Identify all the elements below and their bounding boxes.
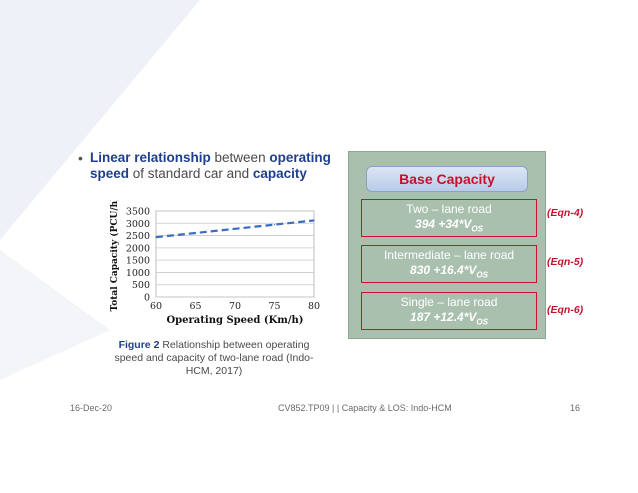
eqn-6-label: (Eqn-6) bbox=[547, 304, 584, 316]
intermediate-lane-box: Intermediate – lane road 830 +16.4*VOS bbox=[361, 245, 537, 283]
eqn-5-label: (Eqn-5) bbox=[547, 256, 584, 268]
bullet-text: • Linear relationship between operating … bbox=[78, 150, 338, 182]
single-lane-label: Single – lane road bbox=[400, 295, 498, 309]
x-tick-label: 60 bbox=[150, 301, 162, 312]
bullet-emph-3: capacity bbox=[252, 166, 307, 181]
two-lane-box: Two – lane road 394 +34*VOS bbox=[361, 199, 537, 237]
y-tick-label: 500 bbox=[132, 280, 150, 291]
y-tick-label: 3000 bbox=[126, 219, 150, 230]
bullet-dot-icon: • bbox=[78, 150, 83, 166]
capacity-data-point bbox=[155, 236, 157, 238]
figure-caption-text: Relationship between operating speed and… bbox=[114, 339, 314, 377]
capacity-data-point bbox=[194, 232, 197, 234]
capacity-data-point bbox=[313, 219, 315, 222]
bullet-text-4: of standard car and bbox=[129, 166, 253, 181]
bullet-text-2: between bbox=[210, 150, 270, 165]
single-lane-box: Single – lane road 187 +12.4*VOS bbox=[361, 292, 537, 330]
plot-area bbox=[155, 210, 315, 298]
two-lane-formula: 394 +34*VOS bbox=[415, 217, 483, 234]
figure-caption: Figure 2 Relationship between operating … bbox=[104, 339, 324, 378]
y-tick-label: 2000 bbox=[126, 243, 150, 254]
single-lane-formula: 187 +12.4*VOS bbox=[410, 310, 488, 327]
y-axis-label: Total Capacity (PCU/h) bbox=[109, 200, 120, 311]
y-tick-label: 3500 bbox=[126, 207, 150, 218]
y-tick-label: 2500 bbox=[126, 231, 150, 242]
x-axis-label: Operating Speed (Km/h) bbox=[166, 315, 303, 326]
capacity-data-point bbox=[234, 228, 236, 230]
footer-date: 16-Dec-20 bbox=[70, 403, 113, 413]
x-tick-label: 80 bbox=[308, 301, 320, 312]
x-tick-label: 65 bbox=[189, 301, 201, 312]
intermediate-lane-label: Intermediate – lane road bbox=[383, 248, 515, 262]
base-capacity-title: Base Capacity bbox=[366, 166, 528, 192]
footer-page-number: 16 bbox=[570, 403, 581, 413]
bullet-emph-2: operating speed bbox=[90, 150, 331, 181]
y-tick-label: 1500 bbox=[126, 256, 150, 267]
figure-label: Figure 2 bbox=[118, 339, 160, 351]
x-tick-label: 70 bbox=[229, 301, 241, 312]
footer-title: CV852.TP09 | | Capacity & LOS: Indo-HCM bbox=[278, 403, 452, 413]
bullet-emph-1: Linear relationship bbox=[90, 150, 211, 165]
x-tick-label: 75 bbox=[268, 301, 280, 312]
intermediate-lane-formula: 830 +16.4*VOS bbox=[410, 263, 488, 280]
two-lane-label: Two – lane road bbox=[406, 202, 492, 216]
capacity-data-point bbox=[273, 224, 276, 226]
y-tick-label: 0 bbox=[144, 293, 150, 304]
y-tick-label: 1000 bbox=[126, 268, 150, 279]
eqn-4-label: (Eqn-4) bbox=[547, 207, 584, 219]
